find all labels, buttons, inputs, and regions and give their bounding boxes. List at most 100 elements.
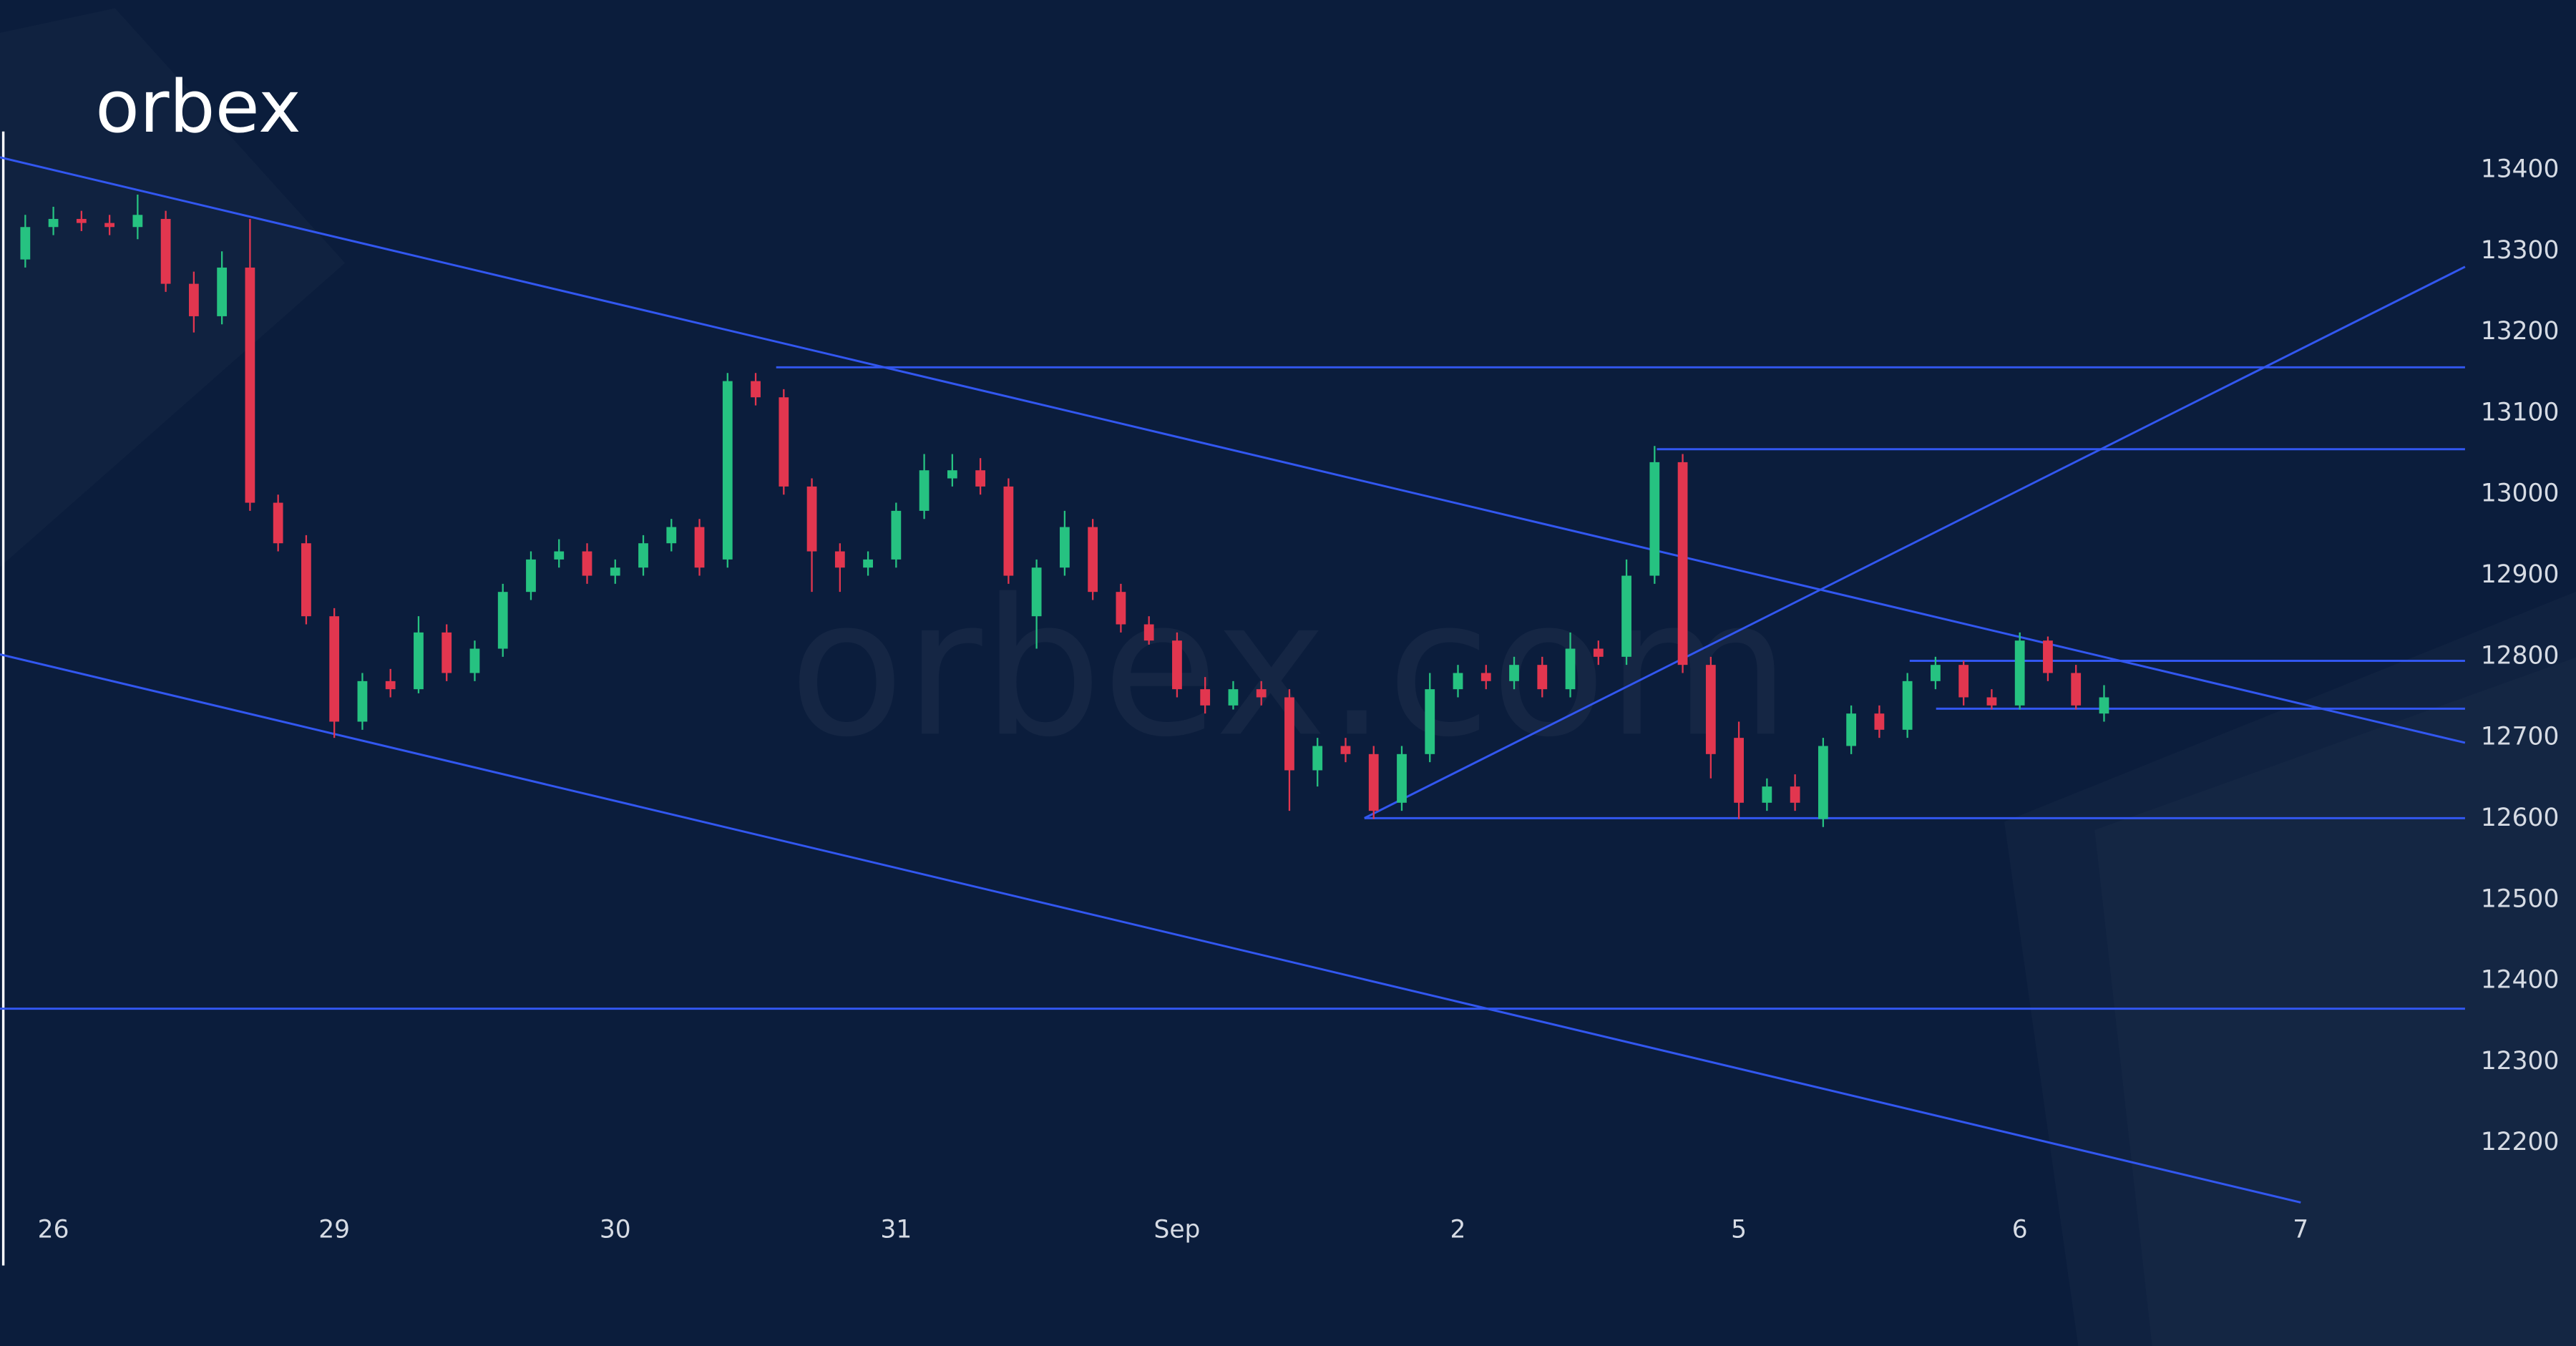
candle-body: [1143, 624, 1154, 641]
candle-body: [1031, 567, 1042, 617]
candle-body: [582, 551, 592, 576]
candle-body: [1790, 786, 1800, 803]
candle-body: [160, 218, 171, 284]
candle-body: [441, 632, 452, 673]
candle-body: [1453, 673, 1463, 690]
candle-body: [2014, 640, 2025, 706]
candle-body: [975, 470, 986, 487]
candle-body: [301, 543, 311, 617]
y-tick-label: 13400: [2481, 155, 2560, 183]
candle-body: [526, 559, 536, 592]
candle-body: [469, 648, 480, 673]
candle-body: [497, 592, 508, 649]
candle-body: [694, 527, 705, 568]
candle-body: [1958, 665, 1969, 698]
candle-body: [48, 218, 59, 228]
candle-body: [1874, 713, 1885, 730]
candle-body: [188, 283, 199, 316]
candle-body: [1509, 665, 1519, 681]
candle-body: [947, 470, 957, 479]
candle-body: [1480, 673, 1491, 681]
candle-body: [76, 218, 87, 223]
candle-body: [1200, 689, 1211, 706]
candle-body: [1537, 665, 1548, 690]
candle-body: [1705, 665, 1716, 754]
candle-body: [1677, 462, 1688, 665]
candle-body: [1846, 713, 1857, 746]
candle-body: [1088, 527, 1098, 592]
candle-body: [919, 470, 930, 511]
candle-body: [891, 510, 902, 560]
x-tick-label: 2: [1450, 1216, 1466, 1244]
trend-line: [0, 156, 2466, 744]
x-tick-label: 7: [2293, 1216, 2308, 1244]
y-tick-label: 13300: [2481, 236, 2560, 265]
candle-body: [1565, 648, 1576, 690]
x-tick-label: Sep: [1153, 1216, 1200, 1244]
x-tick-label: 31: [880, 1216, 912, 1244]
candle-body: [1734, 738, 1744, 803]
candle-body: [2099, 697, 2109, 714]
candle-body: [666, 527, 677, 544]
y-tick-label: 12300: [2481, 1047, 2560, 1076]
y-tick-label: 13000: [2481, 479, 2560, 508]
y-tick-label: 12800: [2481, 641, 2560, 670]
y-tick-label: 12500: [2481, 884, 2560, 913]
candle-body: [1931, 665, 1941, 681]
candle-body: [414, 632, 424, 690]
candle-body: [1593, 648, 1604, 657]
candle-body: [217, 267, 228, 316]
candle-body: [806, 486, 817, 552]
candle-body: [722, 381, 733, 560]
y-tick-label: 13200: [2481, 317, 2560, 346]
candle-body: [610, 567, 620, 576]
candle-body: [638, 543, 648, 568]
candle-body: [1340, 746, 1351, 754]
candle-body: [357, 681, 368, 722]
candle-body: [1116, 592, 1126, 625]
logo: orbex: [95, 64, 301, 149]
candle-body: [1397, 754, 1407, 803]
candle-body: [1284, 697, 1294, 771]
y-tick-label: 12400: [2481, 966, 2560, 995]
candle-body: [1986, 697, 1997, 706]
candle-body: [1621, 575, 1631, 657]
trend-line: [1364, 265, 2466, 819]
candle-body: [863, 559, 873, 568]
y-tick-label: 12200: [2481, 1128, 2560, 1156]
candle-body: [1172, 640, 1182, 690]
candle-body: [1649, 462, 1660, 576]
candle-body: [329, 616, 340, 722]
x-tick-label: 26: [38, 1216, 69, 1244]
candle-body: [1425, 689, 1435, 754]
candle-body: [132, 215, 143, 228]
candle-body: [1060, 527, 1070, 568]
candle-body: [1368, 754, 1379, 811]
candle-body: [20, 227, 31, 260]
candle-body: [1228, 689, 1239, 706]
candle-body: [779, 397, 789, 487]
x-tick-label: 6: [2012, 1216, 2028, 1244]
x-tick-label: 30: [600, 1216, 631, 1244]
candle-body: [1902, 681, 1913, 730]
candle-body: [1762, 786, 1772, 803]
candle-body: [1003, 486, 1014, 576]
y-tick-label: 12900: [2481, 560, 2560, 589]
candle-body: [385, 681, 396, 690]
trend-line: [0, 653, 2301, 1204]
candle-body: [2043, 640, 2053, 673]
candle-body: [1256, 689, 1267, 698]
candle-body: [104, 223, 114, 228]
candle-body: [751, 381, 761, 398]
y-tick-label: 12700: [2481, 723, 2560, 751]
candle-body: [834, 551, 845, 568]
candle-body: [1818, 746, 1828, 819]
x-tick-label: 5: [1731, 1216, 1747, 1244]
x-tick-label: 29: [318, 1216, 350, 1244]
y-tick-label: 13100: [2481, 398, 2560, 426]
candle-body: [245, 267, 255, 503]
candle-body: [2071, 673, 2082, 706]
